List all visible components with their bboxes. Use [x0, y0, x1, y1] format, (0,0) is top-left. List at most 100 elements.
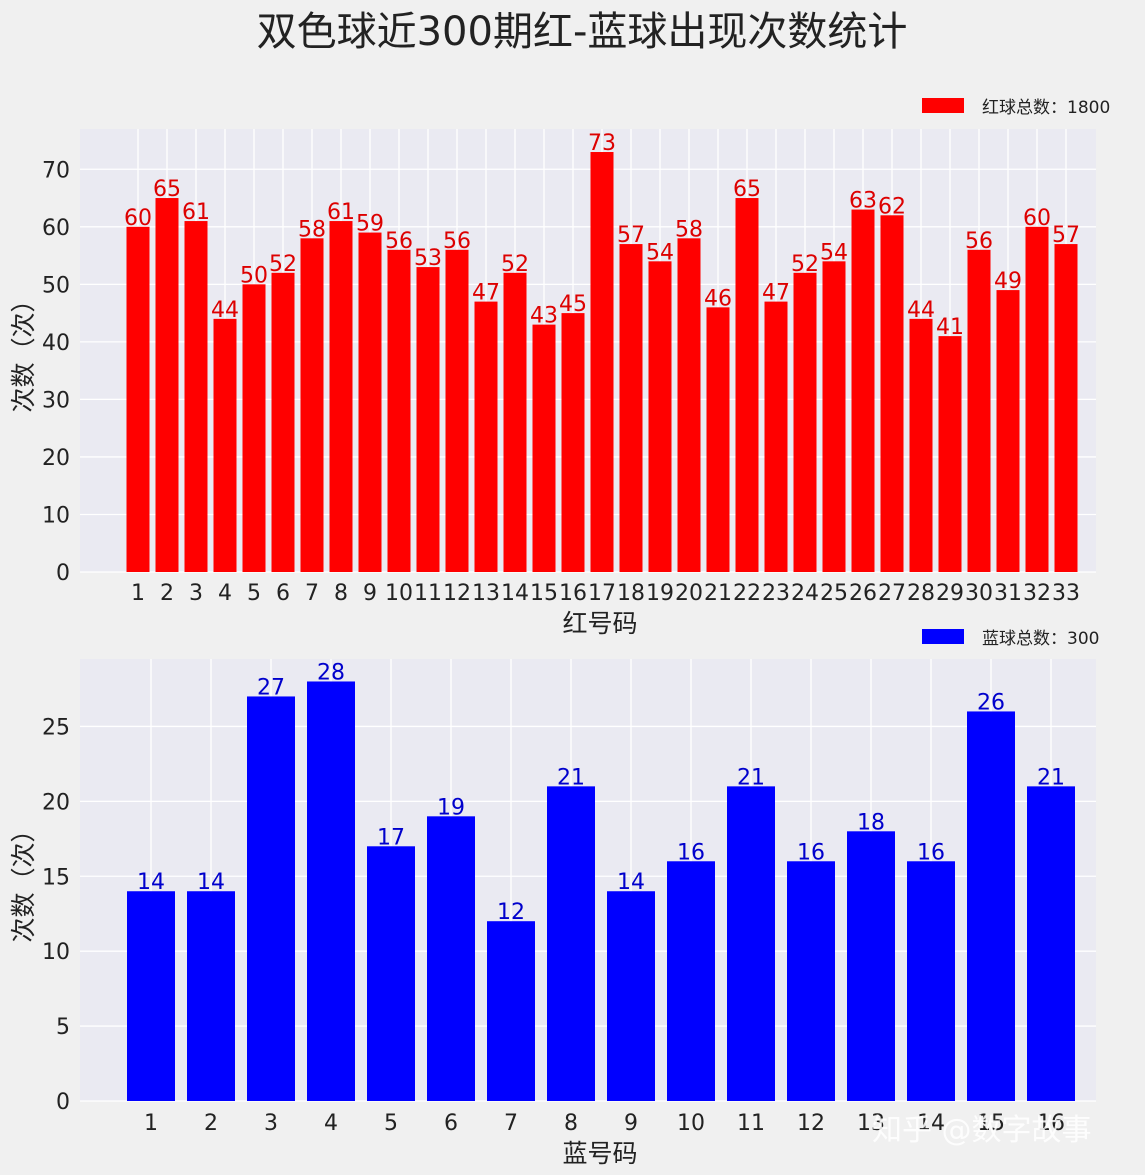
red-bar-19: [648, 261, 672, 572]
red-bar-value-label: 54: [820, 240, 848, 265]
blue-y-tick-label: 5: [56, 1015, 70, 1040]
red-bar-value-label: 52: [501, 252, 529, 277]
blue-bar-value-label: 28: [317, 660, 345, 685]
red-x-tick-label: 7: [305, 581, 319, 606]
red-bar-value-label: 62: [878, 194, 906, 219]
blue-x-tick-label: 7: [504, 1111, 518, 1136]
blue-bar-14: [907, 861, 955, 1101]
blue-bars: [127, 681, 1075, 1101]
blue-bar-5: [367, 846, 415, 1101]
blue-y-tick-label: 0: [56, 1090, 70, 1115]
red-x-tick-label: 32: [1023, 581, 1051, 606]
red-bar-27: [880, 215, 904, 572]
red-x-tick-label: 5: [247, 581, 261, 606]
red-x-tick-label: 30: [965, 581, 993, 606]
red-bar-20: [677, 238, 701, 572]
red-bar-value-label: 52: [791, 252, 819, 277]
red-y-tick-label: 50: [42, 273, 70, 298]
red-bars: [126, 152, 1078, 573]
red-bar-10: [387, 249, 411, 572]
red-bar-33: [1054, 244, 1078, 572]
blue-x-tick-label: 10: [677, 1111, 705, 1136]
blue-bar-value-label: 27: [257, 675, 285, 700]
blue-legend-swatch: [922, 629, 964, 644]
red-bar-31: [996, 290, 1020, 572]
blue-y-tick-label: 20: [42, 790, 70, 815]
red-x-tick-label: 24: [791, 581, 819, 606]
red-legend-label: 红球总数：1800: [982, 98, 1110, 118]
blue-bar-value-label: 17: [377, 825, 405, 850]
red-x-tick-label: 2: [160, 581, 174, 606]
red-x-tick-label: 27: [878, 581, 906, 606]
red-x-tick-label: 10: [385, 581, 413, 606]
blue-bar-4: [307, 681, 355, 1101]
red-x-tick-label: 28: [907, 581, 935, 606]
red-legend-swatch: [922, 98, 964, 113]
blue-x-ticks: 1 2 3 4 5 6 7 8 9 10 11 12 13 14 15 16: [144, 1111, 1065, 1136]
blue-y-axis-label: 次数（次）: [9, 817, 38, 942]
red-bar-21: [706, 307, 730, 572]
blue-x-tick-label: 16: [1037, 1111, 1065, 1136]
red-bar-value-label: 53: [414, 246, 442, 271]
red-bar-value-label: 58: [298, 217, 326, 242]
red-bar-value-label: 73: [588, 131, 616, 156]
blue-bar-1: [127, 891, 175, 1101]
blue-bar-value-label: 18: [857, 810, 885, 835]
red-bar-12: [445, 249, 469, 572]
red-bar-value-label: 49: [994, 269, 1022, 294]
red-bar-1: [126, 226, 150, 573]
blue-x-tick-label: 3: [264, 1111, 278, 1136]
blue-bar-11: [727, 786, 775, 1101]
red-x-tick-label: 15: [530, 581, 558, 606]
red-y-tick-label: 0: [56, 561, 70, 586]
red-bar-value-label: 45: [559, 292, 587, 317]
red-bar-value-label: 54: [646, 240, 674, 265]
blue-x-tick-label: 12: [797, 1111, 825, 1136]
blue-bar-value-label: 26: [977, 690, 1005, 715]
blue-x-tick-label: 2: [204, 1111, 218, 1136]
blue-bar-3: [247, 696, 295, 1101]
blue-x-tick-label: 6: [444, 1111, 458, 1136]
red-x-tick-label: 12: [443, 581, 471, 606]
red-bar-6: [271, 272, 295, 572]
red-bar-32: [1025, 226, 1049, 573]
red-y-tick-label: 10: [42, 503, 70, 528]
red-x-tick-label: 4: [218, 581, 232, 606]
red-bar-value-label: 61: [182, 200, 210, 225]
red-bar-26: [851, 209, 875, 572]
red-bar-11: [416, 267, 440, 572]
watermark: 知乎 @数字故事: [872, 1113, 1092, 1148]
blue-bar-value-label: 14: [137, 870, 165, 895]
red-bar-value-label: 57: [1052, 223, 1080, 248]
blue-bar-value-label: 14: [197, 870, 225, 895]
blue-bar-value-label: 21: [557, 765, 585, 790]
red-y-tick-label: 30: [42, 388, 70, 413]
red-bar-value-label: 43: [530, 304, 558, 329]
red-bar-14: [503, 272, 527, 572]
blue-legend-label: 蓝球总数：300: [982, 629, 1099, 649]
red-x-tick-label: 19: [646, 581, 674, 606]
blue-bar-13: [847, 831, 895, 1101]
blue-x-tick-label: 9: [624, 1111, 638, 1136]
red-x-tick-label: 11: [414, 581, 442, 606]
red-bar-23: [764, 301, 788, 572]
blue-bar-value-label: 16: [677, 840, 705, 865]
blue-x-tick-label: 13: [857, 1111, 885, 1136]
red-bar-16: [561, 313, 585, 572]
red-bar-29: [938, 336, 962, 572]
red-x-tick-label: 29: [936, 581, 964, 606]
blue-x-tick-label: 14: [917, 1111, 945, 1136]
red-x-tick-label: 6: [276, 581, 290, 606]
blue-y-tick-label: 15: [42, 865, 70, 890]
red-bar-value-label: 57: [617, 223, 645, 248]
blue-bar-15: [967, 711, 1015, 1101]
red-x-tick-label: 21: [704, 581, 732, 606]
red-bar-25: [822, 261, 846, 572]
blue-bar-8: [547, 786, 595, 1101]
blue-x-tick-label: 15: [977, 1111, 1005, 1136]
red-bar-value-label: 47: [762, 281, 790, 306]
red-x-tick-label: 14: [501, 581, 529, 606]
